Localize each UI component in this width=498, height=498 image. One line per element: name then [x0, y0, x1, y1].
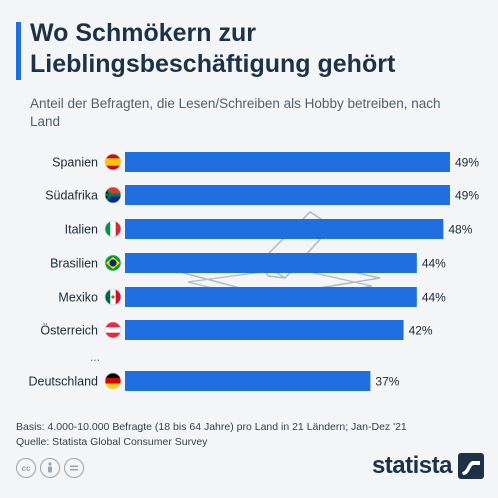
- chart-subtitle: Anteil der Befragten, die Lesen/Schreibe…: [30, 96, 441, 129]
- bar-chart: ... Spanien 49% Südafrika 49% Italien 48% Brasi…: [29, 152, 479, 391]
- value-label: 44%: [422, 257, 446, 271]
- title-accent-bar: [16, 22, 21, 80]
- bar: [125, 320, 404, 340]
- category-label: Deutschland: [29, 375, 99, 389]
- category-label: Italien: [65, 223, 98, 237]
- category-label: Mexiko: [58, 291, 98, 305]
- attribution-icon[interactable]: [40, 458, 60, 478]
- value-label: 48%: [448, 223, 472, 237]
- italy-flag-icon: [104, 220, 122, 238]
- footer-notes: Basis: 4.000-10.000 Befragte (18 bis 64 …: [16, 420, 486, 450]
- value-label: 44%: [422, 291, 446, 305]
- gap-marker: ...: [90, 350, 100, 364]
- mexico-flag-icon: [104, 288, 122, 306]
- brand-logo[interactable]: statista: [372, 452, 484, 480]
- chart-title: Wo Schmökern zur Lieblingsbeschäftigung …: [30, 19, 396, 78]
- south-africa-flag-icon: [104, 186, 122, 204]
- brand-name: statista: [371, 452, 453, 479]
- category-label: Österreich: [40, 324, 98, 338]
- value-label: 37%: [375, 375, 399, 389]
- bar: [125, 371, 371, 391]
- austria-flag-icon: [104, 321, 122, 339]
- no-derivatives-icon[interactable]: [64, 458, 84, 478]
- statista-logo-icon: [458, 453, 484, 479]
- spain-flag-icon: [104, 153, 122, 171]
- bar: [125, 152, 450, 172]
- bar: [125, 287, 417, 307]
- source-note: Quelle: Statista Global Consumer Survey: [16, 436, 208, 448]
- germany-flag-icon: [104, 372, 122, 390]
- category-label: Spanien: [52, 156, 98, 170]
- license-icons: cc: [16, 458, 84, 478]
- cc-icon[interactable]: cc: [16, 458, 36, 478]
- value-label: 49%: [455, 189, 479, 203]
- bar: [125, 185, 450, 205]
- value-label: 49%: [455, 156, 479, 170]
- bar: [125, 253, 417, 273]
- category-label: Südafrika: [45, 189, 98, 203]
- category-label: Brasilien: [50, 257, 98, 271]
- basis-note: Basis: 4.000-10.000 Befragte (18 bis 64 …: [16, 421, 407, 433]
- brazil-flag-icon: [104, 254, 122, 272]
- value-label: 42%: [409, 324, 433, 338]
- bar: [125, 219, 444, 239]
